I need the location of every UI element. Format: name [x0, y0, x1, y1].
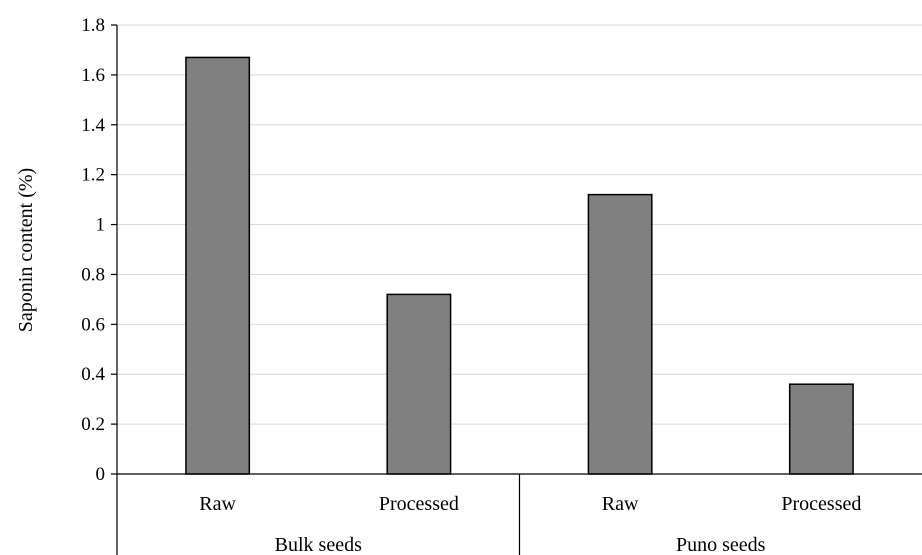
x-category-label: Raw — [199, 493, 236, 515]
x-group-label: Puno seeds — [676, 534, 766, 555]
y-tick-label: 0.6 — [81, 314, 105, 335]
y-tick-label: 0.4 — [81, 364, 105, 385]
axes — [111, 24, 922, 555]
y-tick-label: 0.8 — [81, 264, 105, 285]
x-group-label: Bulk seeds — [275, 534, 362, 555]
y-axis-title: Saponin content (%) — [15, 168, 37, 332]
y-tick-label: 1.6 — [81, 65, 105, 86]
y-tick-label: 1 — [96, 215, 106, 236]
y-tick-label: 0 — [96, 464, 106, 485]
y-tick-label: 1.2 — [81, 165, 105, 186]
bars — [185, 56, 854, 475]
bar-bulk-seeds-processed — [386, 293, 452, 475]
y-tick-label: 1.8 — [81, 15, 105, 36]
y-tick-label: 0.2 — [81, 414, 105, 435]
x-category-label: Processed — [781, 493, 861, 515]
labels: 0 0.2 0.4 0.6 0.8 1 1.2 1.4 1.6 1.8 Raw Processed Bu… — [81, 15, 861, 555]
bar-puno-seeds-processed — [788, 383, 854, 475]
bar-bulk-seeds-raw — [185, 56, 251, 475]
y-tick-label: 1.4 — [81, 115, 105, 136]
x-category-label: Processed — [379, 493, 459, 515]
x-category-label: Raw — [602, 493, 639, 515]
bar-puno-seeds-raw — [587, 193, 653, 475]
gridlines — [117, 24, 922, 425]
